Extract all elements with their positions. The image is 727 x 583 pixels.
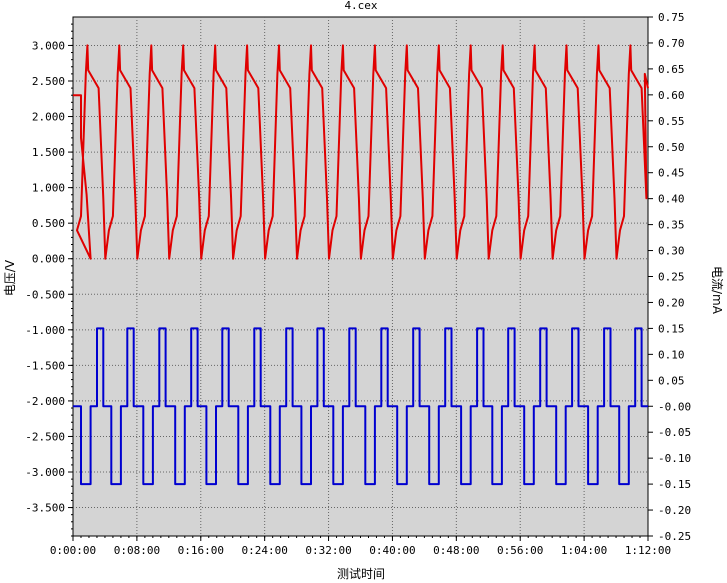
x-tick-label: 1:04:00 bbox=[561, 544, 607, 557]
y-right-tick-label: 0.75 bbox=[658, 11, 685, 24]
x-axis-title: 测试时间 bbox=[337, 566, 385, 581]
y-right-tick-label: 0.20 bbox=[658, 296, 685, 309]
right-axis: 0.75 0.70 0.65 0.60 0.55 0.50 0.45 0.40 0.35 0.30… bbox=[648, 11, 691, 543]
y-right-tick-label: -0.05 bbox=[658, 426, 691, 439]
x-axis: 0:00:00 0:08:00 0:16:00 0:24:00 0:32:00 0:40:… bbox=[50, 536, 671, 557]
y-right-tick-label: 0.55 bbox=[658, 115, 685, 128]
left-axis-title: 电压/V bbox=[3, 259, 17, 296]
y-right-tick-label: 0.25 bbox=[658, 271, 685, 284]
y-left-tick-label: 0.500 bbox=[32, 217, 65, 230]
x-tick-label: 0:56:00 bbox=[497, 544, 543, 557]
y-left-tick-label: -2.000 bbox=[25, 395, 65, 408]
current-series-line bbox=[73, 327, 648, 486]
x-tick-label: 0:32:00 bbox=[305, 544, 351, 557]
y-right-tick-label: -0.00 bbox=[658, 400, 691, 413]
y-left-tick-label: 2.500 bbox=[32, 75, 65, 88]
right-axis-title: 电流/mA bbox=[710, 266, 724, 315]
y-right-tick-label: 0.60 bbox=[658, 89, 685, 102]
y-right-tick-label: -0.10 bbox=[658, 452, 691, 465]
y-left-tick-label: -1.500 bbox=[25, 359, 65, 372]
y-right-tick-label: 0.65 bbox=[658, 63, 685, 76]
plot-background bbox=[72, 16, 649, 537]
voltage-series-line bbox=[73, 44, 649, 260]
y-right-tick-label: -0.15 bbox=[658, 478, 691, 491]
y-right-tick-label: 0.35 bbox=[658, 219, 685, 232]
y-right-tick-label: -0.20 bbox=[658, 504, 691, 517]
y-left-tick-label: 0.000 bbox=[32, 253, 65, 266]
x-tick-label: 0:24:00 bbox=[241, 544, 287, 557]
y-right-tick-label: 0.50 bbox=[658, 141, 685, 154]
y-right-tick-label: 0.45 bbox=[658, 167, 685, 180]
x-tick-label: 0:40:00 bbox=[369, 544, 415, 557]
chart-title: 4.cex bbox=[344, 0, 377, 12]
y-right-tick-label: -0.25 bbox=[658, 530, 691, 543]
y-right-tick-label: 0.40 bbox=[658, 193, 685, 206]
grid-lines bbox=[73, 17, 648, 536]
y-left-tick-label: -2.500 bbox=[25, 430, 65, 443]
left-axis: 3.000 2.500 2.000 1.500 1.000 0.500 0.000 -0.50… bbox=[25, 23, 73, 537]
y-left-tick-label: 3.000 bbox=[32, 39, 65, 52]
y-right-tick-label: 0.30 bbox=[658, 245, 685, 258]
x-tick-label: 0:00:00 bbox=[50, 544, 96, 557]
x-tick-label: 0:16:00 bbox=[178, 544, 224, 557]
y-right-tick-label: 0.05 bbox=[658, 374, 685, 387]
y-right-tick-label: 0.15 bbox=[658, 322, 685, 335]
x-tick-label: 1:12:00 bbox=[625, 544, 671, 557]
y-right-tick-label: 0.10 bbox=[658, 348, 685, 361]
y-right-tick-label: 0.70 bbox=[658, 37, 685, 50]
x-tick-label: 0:48:00 bbox=[433, 544, 479, 557]
y-left-tick-label: -3.000 bbox=[25, 466, 65, 479]
y-left-tick-label: 2.000 bbox=[32, 111, 65, 124]
x-tick-label: 0:08:00 bbox=[114, 544, 160, 557]
y-left-tick-label: -1.000 bbox=[25, 324, 65, 337]
y-left-tick-label: -0.500 bbox=[25, 288, 65, 301]
y-left-tick-label: -3.500 bbox=[25, 502, 65, 515]
series-layer bbox=[73, 44, 649, 486]
y-left-tick-label: 1.000 bbox=[32, 182, 65, 195]
y-left-tick-label: 1.500 bbox=[32, 146, 65, 159]
